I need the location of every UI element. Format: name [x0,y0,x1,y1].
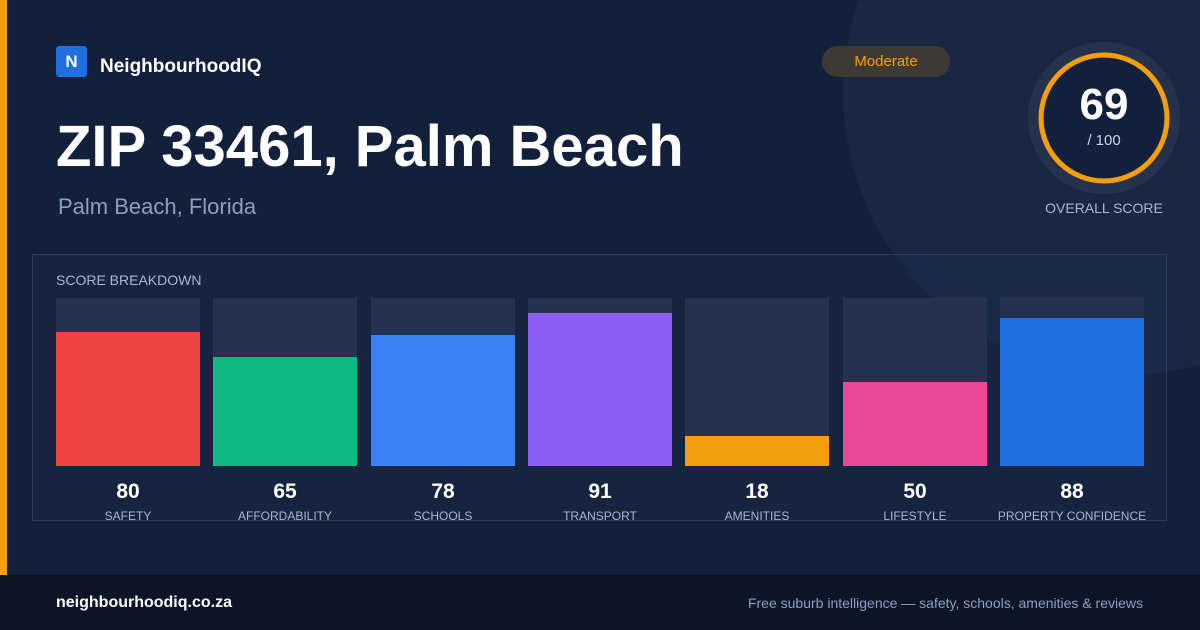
footer-tagline: Free suburb intelligence — safety, schoo… [747,595,1143,611]
score-bar-label: AMENITIES [724,509,790,523]
footer [0,575,1200,630]
score-bar-fill [843,382,987,466]
overall-score-value: 69 [1079,80,1129,129]
score-bar-track [213,298,357,466]
score-ring [1028,42,1180,194]
page-title: ZIP 33461, Palm Beach [56,114,684,179]
overall-score-gauge: 69 / 100 [1028,42,1180,194]
score-bar-track [1000,298,1144,466]
score-bar-label: TRANSPORT [563,509,637,523]
score-bar-value: 50 [903,480,927,503]
score-bar-track [56,298,200,466]
overall-score-max: / 100 [1087,132,1121,149]
location-subtitle: Palm Beach, Florida [58,194,257,219]
accent-bar [0,0,7,575]
score-bar-fill [528,313,672,466]
score-bar-track [371,298,515,466]
score-bar-fill [685,436,829,466]
score-bar-value: 18 [745,480,769,503]
footer-domain: neighbourhoodiq.co.za [56,594,232,611]
score-bar-track [843,298,987,466]
score-bar-fill [56,332,200,466]
rating-badge: Moderate [822,46,950,77]
score-bar-value: 88 [1060,480,1084,503]
score-ring-arc [1038,52,1170,184]
score-breakdown-title: SCORE BREAKDOWN [56,272,202,288]
overall-score-label: OVERALL SCORE [1045,200,1163,216]
score-bar-value: 91 [588,480,612,503]
score-bar-track [528,298,672,466]
score-bar-fill [371,335,515,466]
brand-logo-icon: N [56,46,87,77]
score-bar-value: 65 [273,480,297,503]
brand-name: NeighbourhoodIQ [100,56,262,77]
score-bar-label: SCHOOLS [413,509,473,523]
score-bar-value: 78 [431,480,455,503]
score-bar-fill [1000,318,1144,466]
score-bar-value: 80 [116,480,140,503]
score-bar-label: PROPERTY CONFIDENCE [997,509,1147,523]
score-bar-fill [213,357,357,466]
score-bar-label: SAFETY [104,509,152,523]
score-bar-track [685,298,829,466]
score-bar-label: AFFORDABILITY [237,509,332,523]
score-bar-label: LIFESTYLE [883,509,947,523]
